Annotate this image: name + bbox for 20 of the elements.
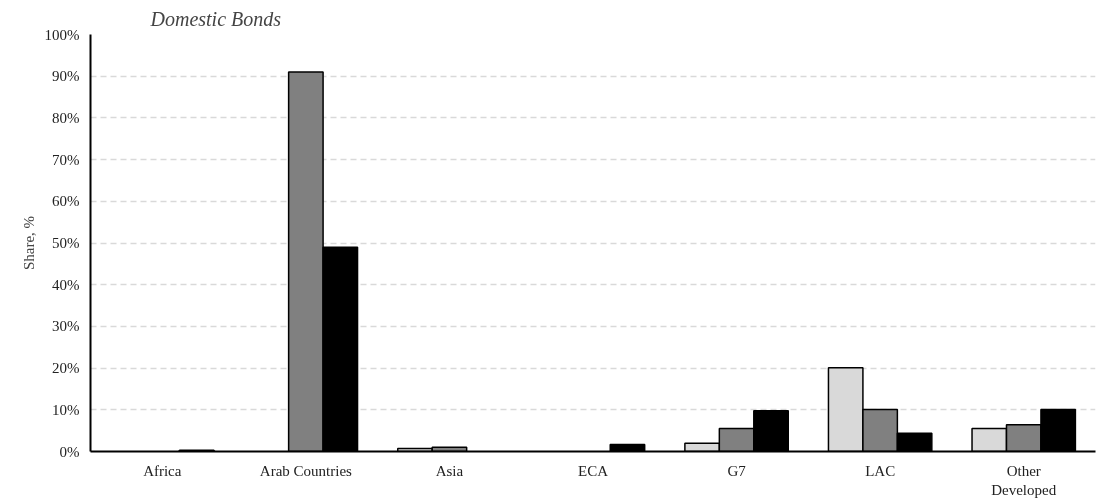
y-tick-label: 50% xyxy=(52,235,80,251)
y-axis-title: Share, % xyxy=(20,215,37,271)
y-tick-label: 10% xyxy=(52,401,80,418)
chart-title: Domestic Bonds xyxy=(149,7,282,30)
y-tick-label: 70% xyxy=(52,151,80,168)
y-tick-label: 30% xyxy=(52,318,80,335)
x-tick-label: Arab Countries xyxy=(259,462,353,479)
y-tick-label: 100% xyxy=(44,26,80,43)
x-tick-label: G7 xyxy=(727,462,747,479)
x-tick-label: Other Developed xyxy=(991,462,1057,498)
y-tick-label: 40% xyxy=(52,276,80,293)
y-tick-label: 90% xyxy=(52,68,80,85)
y-tick-label: 0% xyxy=(59,443,80,460)
x-tick-label: Asia xyxy=(435,462,464,479)
x-tick-label: ECA xyxy=(578,462,609,479)
y-tick-label: 80% xyxy=(52,109,80,126)
y-tick-label: 20% xyxy=(52,360,80,377)
x-tick-label: Africa xyxy=(143,462,182,479)
x-tick-label: LAC xyxy=(865,462,896,479)
y-tick-label: 60% xyxy=(52,193,80,210)
